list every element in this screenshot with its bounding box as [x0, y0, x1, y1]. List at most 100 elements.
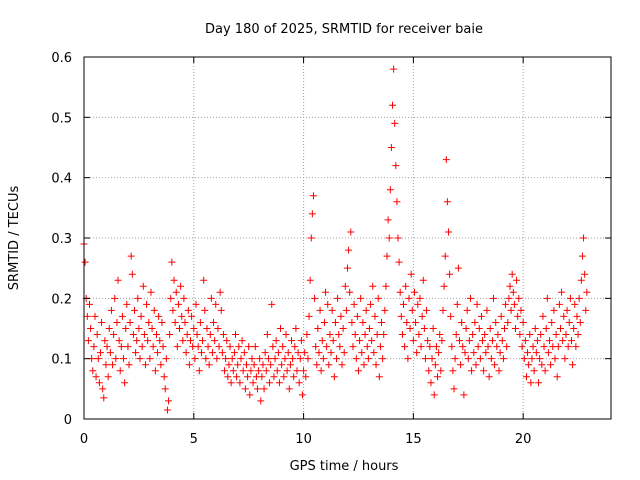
data-point	[419, 276, 427, 284]
data-point	[195, 367, 203, 375]
data-point	[418, 312, 426, 320]
data-point	[470, 349, 478, 357]
data-point	[491, 361, 499, 369]
data-point	[473, 300, 481, 308]
data-point	[230, 349, 238, 357]
data-point	[302, 373, 310, 381]
data-point	[507, 306, 515, 314]
data-point	[109, 361, 117, 369]
data-point	[167, 294, 175, 302]
data-point	[92, 373, 100, 381]
data-point	[488, 337, 496, 345]
data-point	[404, 355, 412, 363]
data-point	[367, 300, 375, 308]
data-point	[294, 349, 302, 357]
data-point	[317, 367, 325, 375]
data-point	[160, 373, 168, 381]
data-point	[578, 252, 586, 260]
data-point	[380, 331, 388, 339]
data-point	[556, 325, 564, 332]
data-point	[423, 306, 431, 314]
data-point	[448, 343, 456, 351]
data-point	[349, 343, 357, 351]
data-point	[84, 337, 92, 345]
data-point	[147, 288, 155, 296]
data-point	[132, 349, 140, 357]
data-point	[338, 361, 346, 369]
data-point	[457, 361, 465, 369]
data-point	[493, 343, 501, 351]
data-point	[227, 379, 235, 387]
data-point	[517, 306, 525, 314]
data-point	[581, 270, 589, 278]
data-point	[298, 391, 306, 399]
data-point	[292, 325, 300, 332]
data-point	[570, 325, 578, 332]
data-point	[158, 318, 166, 326]
data-point	[555, 300, 563, 308]
data-point	[149, 343, 157, 351]
data-point	[572, 343, 580, 351]
data-point	[348, 318, 356, 326]
data-point	[91, 312, 99, 320]
data-point	[110, 331, 118, 339]
data-point	[364, 355, 372, 363]
data-point	[383, 252, 391, 260]
data-point	[575, 294, 583, 302]
data-point	[384, 216, 392, 224]
data-point	[482, 349, 490, 357]
data-point	[520, 355, 528, 363]
data-point	[140, 331, 148, 339]
data-point	[219, 331, 227, 339]
data-point	[261, 349, 269, 357]
data-point	[438, 337, 446, 345]
data-point	[565, 318, 573, 326]
data-point	[518, 343, 526, 351]
chart-title: Day 180 of 2025, SRMTID for receiver bai…	[205, 22, 483, 37]
data-point	[152, 331, 160, 339]
data-point	[271, 355, 279, 363]
data-point	[234, 361, 242, 369]
data-point	[436, 331, 444, 339]
data-point	[531, 325, 539, 332]
data-point	[174, 300, 182, 308]
data-point	[295, 379, 303, 387]
data-point	[506, 282, 514, 290]
data-point	[481, 331, 489, 339]
data-point	[211, 337, 219, 345]
data-point	[359, 318, 367, 326]
data-point	[179, 337, 187, 345]
data-point	[425, 367, 433, 375]
data-point	[159, 343, 167, 351]
data-point	[161, 385, 169, 393]
data-point	[98, 318, 106, 326]
data-point	[273, 367, 281, 375]
data-point	[571, 300, 579, 308]
data-point	[255, 367, 263, 375]
data-point	[266, 379, 274, 387]
data-point	[460, 391, 468, 399]
data-point	[166, 331, 174, 339]
data-point	[263, 331, 271, 339]
data-point	[103, 343, 111, 351]
data-point	[435, 349, 443, 357]
data-point	[165, 397, 173, 405]
data-point	[236, 379, 244, 387]
data-point	[494, 331, 502, 339]
data-point	[487, 355, 495, 363]
data-point	[264, 355, 272, 363]
data-point	[416, 294, 424, 302]
axis-ticks: 0 0.1 0.2 0.3 0.4 0.5 0.6 0 5 10 15 20	[51, 51, 611, 447]
data-point	[374, 294, 382, 302]
x-tick-label: 0	[80, 432, 88, 447]
data-point	[170, 276, 178, 284]
data-point	[346, 288, 354, 296]
data-point	[410, 288, 418, 296]
data-point	[407, 270, 415, 278]
data-point	[379, 355, 387, 363]
data-point	[201, 306, 209, 314]
data-point	[246, 391, 254, 399]
x-tick-label: 20	[515, 432, 532, 447]
x-axis-label: GPS time / hours	[290, 459, 399, 474]
data-point	[241, 385, 249, 393]
